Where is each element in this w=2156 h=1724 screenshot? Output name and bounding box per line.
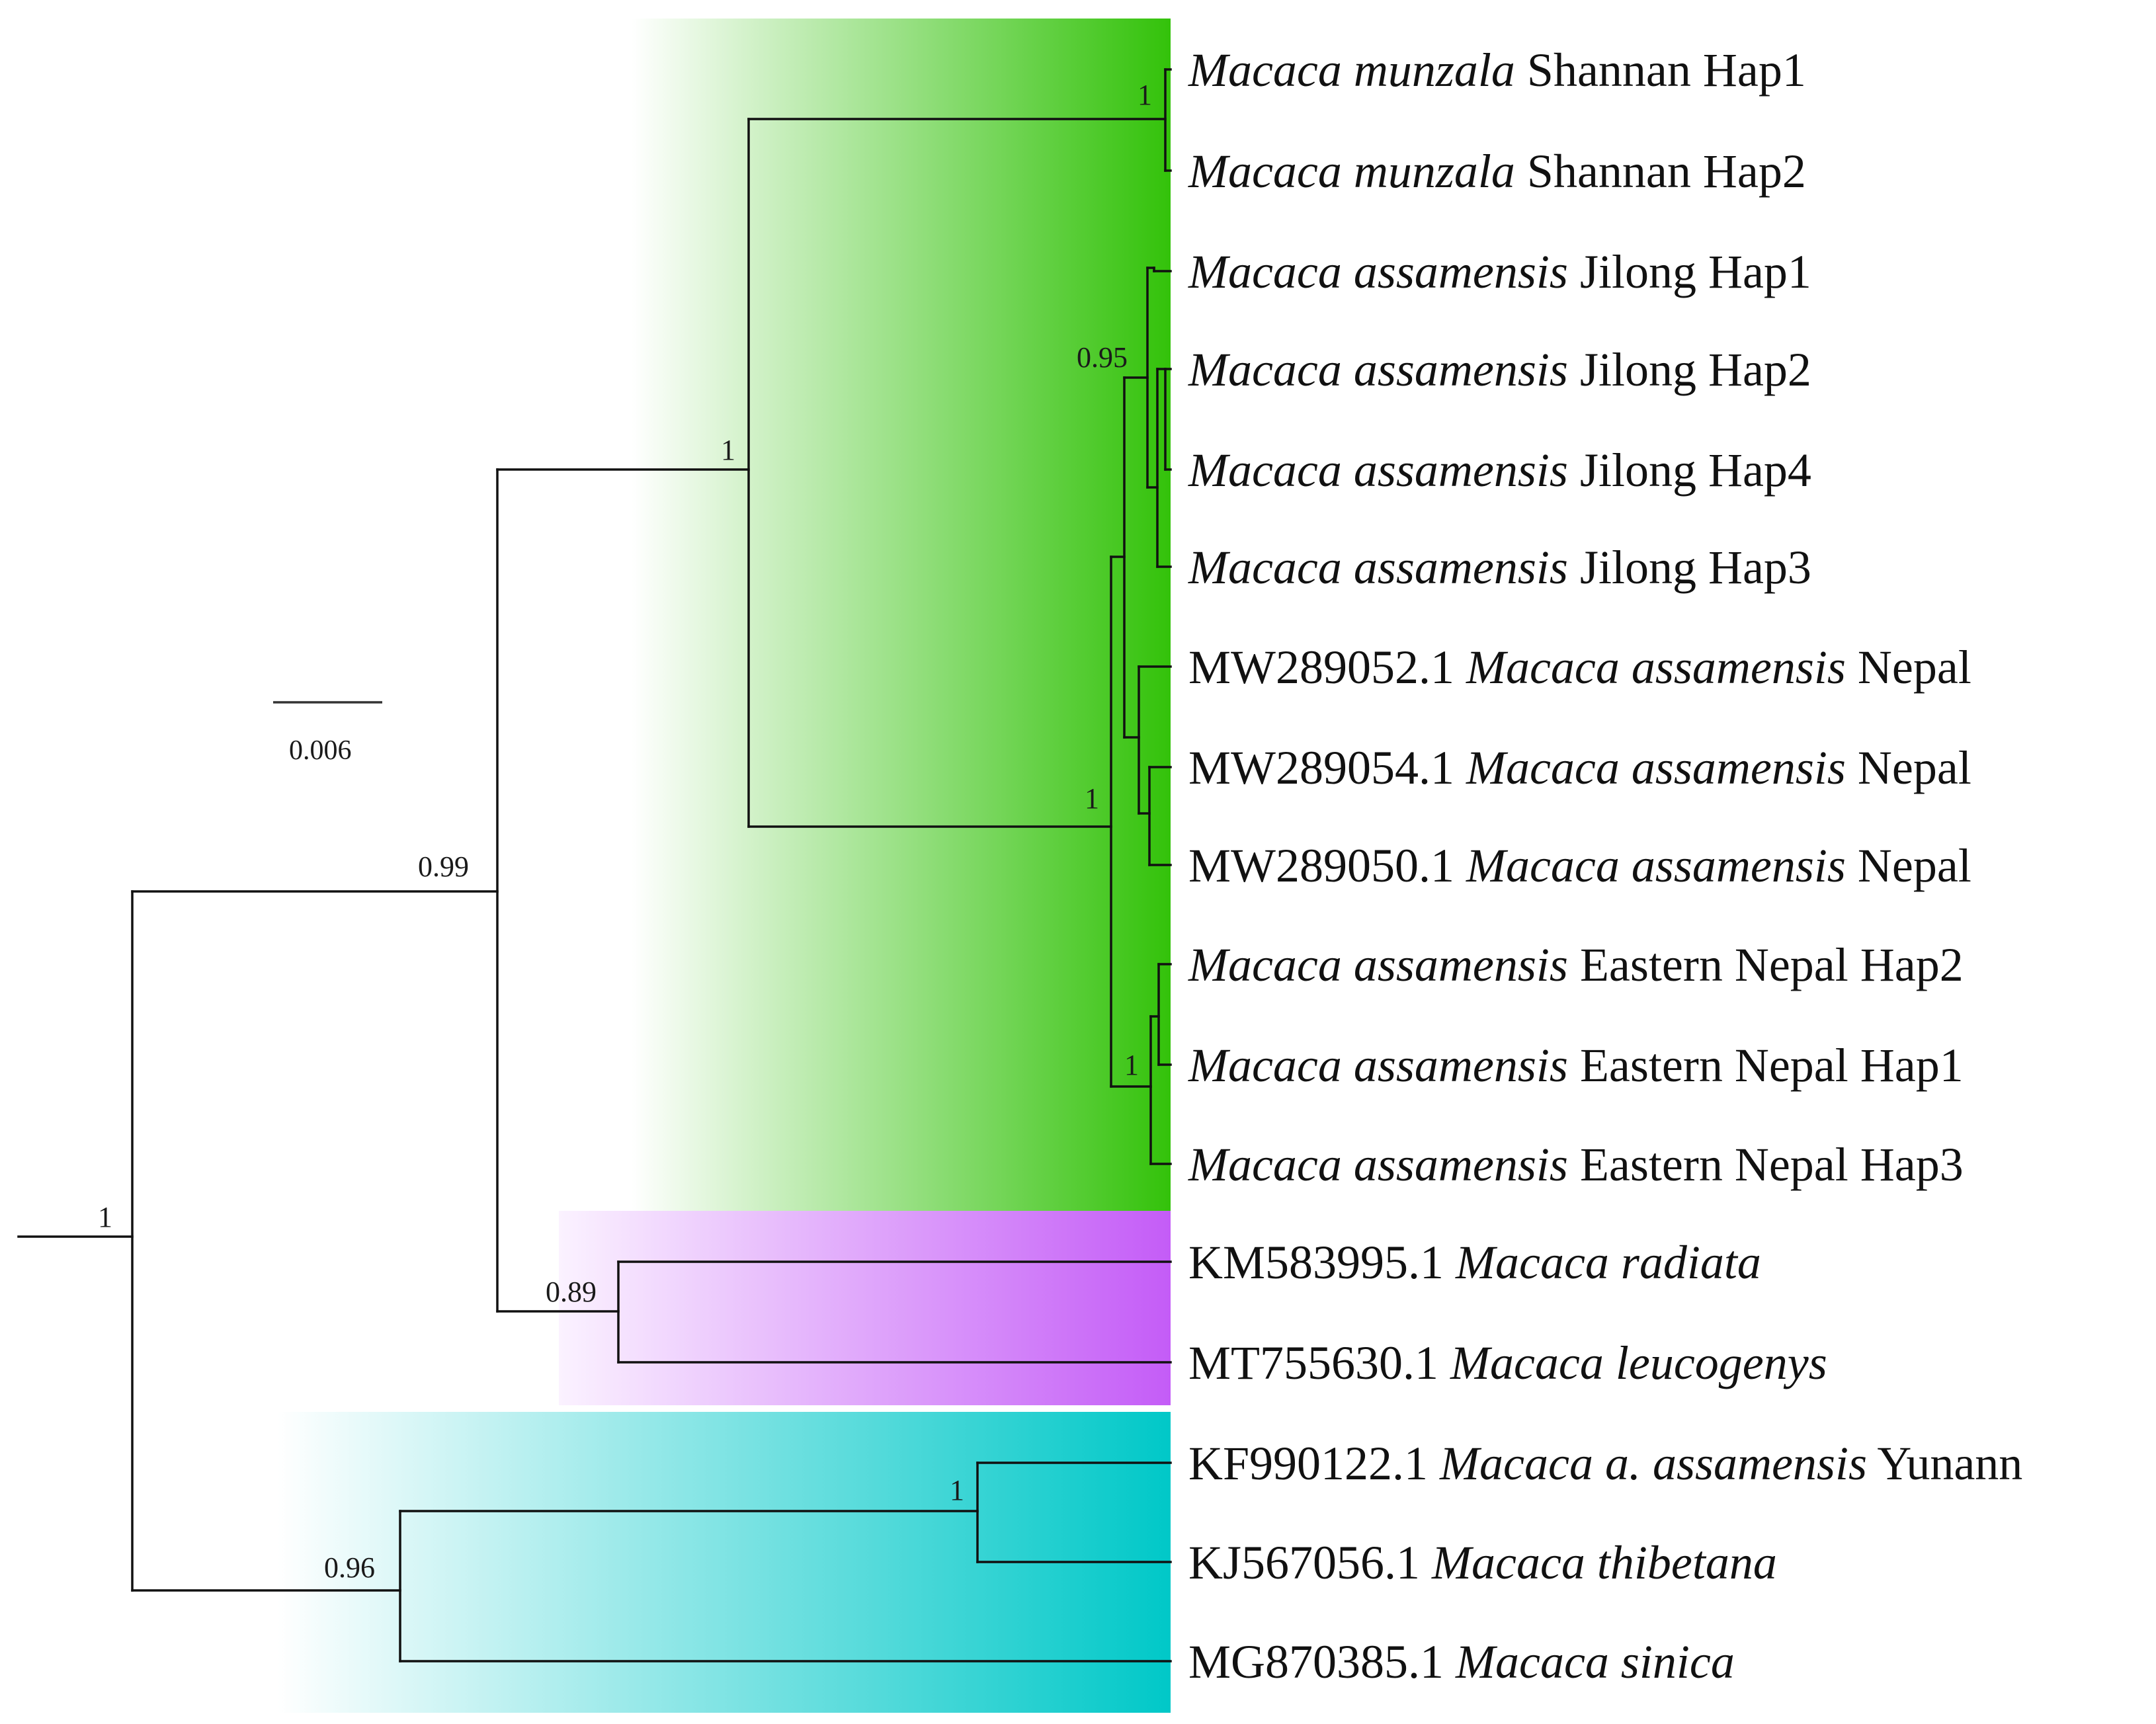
tip-label: KJ567056.1 Macaca thibetana xyxy=(1188,1536,1777,1589)
tip-label: Macaca assamensis Jilong Hap4 xyxy=(1188,444,1811,497)
tip-label: MT755630.1 Macaca leucogenys xyxy=(1188,1336,1827,1389)
tip-label: Macaca assamensis Jilong Hap1 xyxy=(1188,245,1811,298)
tip-label: Macaca munzala Shannan Hap2 xyxy=(1188,145,1806,198)
support-radiata-leucogenys: 0.89 xyxy=(546,1276,597,1308)
clade-band-purple xyxy=(559,1211,1171,1405)
tip-labels: Macaca munzala Shannan Hap1 Macaca munza… xyxy=(1188,44,2022,1688)
tip-label: Macaca munzala Shannan Hap1 xyxy=(1188,44,1806,97)
scale-bar: 0.006 xyxy=(273,701,382,766)
tip-label: KF990122.1 Macaca a. assamensis Yunann xyxy=(1188,1437,2022,1490)
support-jilong: 0.95 xyxy=(1077,341,1128,374)
support-root: 1 xyxy=(98,1201,112,1233)
tip-label: MW289050.1 Macaca assamensis Nepal xyxy=(1188,839,1971,892)
tip-label: Macaca assamensis Jilong Hap3 xyxy=(1188,541,1811,594)
tip-label: MG870385.1 Macaca sinica xyxy=(1188,1635,1735,1688)
support-assamensis: 1 xyxy=(1085,782,1099,815)
branches xyxy=(17,68,1172,1662)
tip-label: Macaca assamensis Jilong Hap2 xyxy=(1188,343,1811,396)
scale-bar-label: 0.006 xyxy=(289,735,352,766)
support-munzala-assamensis: 1 xyxy=(721,434,735,466)
tip-label: Macaca assamensis Eastern Nepal Hap3 xyxy=(1188,1138,1964,1191)
support-cyan-clade: 0.96 xyxy=(324,1551,375,1584)
tip-label: KM583995.1 Macaca radiata xyxy=(1188,1236,1761,1289)
tip-label: Macaca assamensis Eastern Nepal Hap2 xyxy=(1188,938,1964,991)
support-main-ingroup: 0.99 xyxy=(418,850,469,883)
support-values: 1 0.99 1 1 0.95 1 1 0.89 0.96 1 xyxy=(98,79,1152,1584)
support-munzala: 1 xyxy=(1138,79,1152,111)
clade-band-green xyxy=(632,19,1171,1211)
tip-label: MW289054.1 Macaca assamensis Nepal xyxy=(1188,741,1971,794)
tip-label: MW289052.1 Macaca assamensis Nepal xyxy=(1188,641,1971,694)
tip-label: Macaca assamensis Eastern Nepal Hap1 xyxy=(1188,1039,1964,1092)
support-yunann-thibetana: 1 xyxy=(950,1474,964,1506)
support-eastern-nepal: 1 xyxy=(1124,1049,1139,1081)
